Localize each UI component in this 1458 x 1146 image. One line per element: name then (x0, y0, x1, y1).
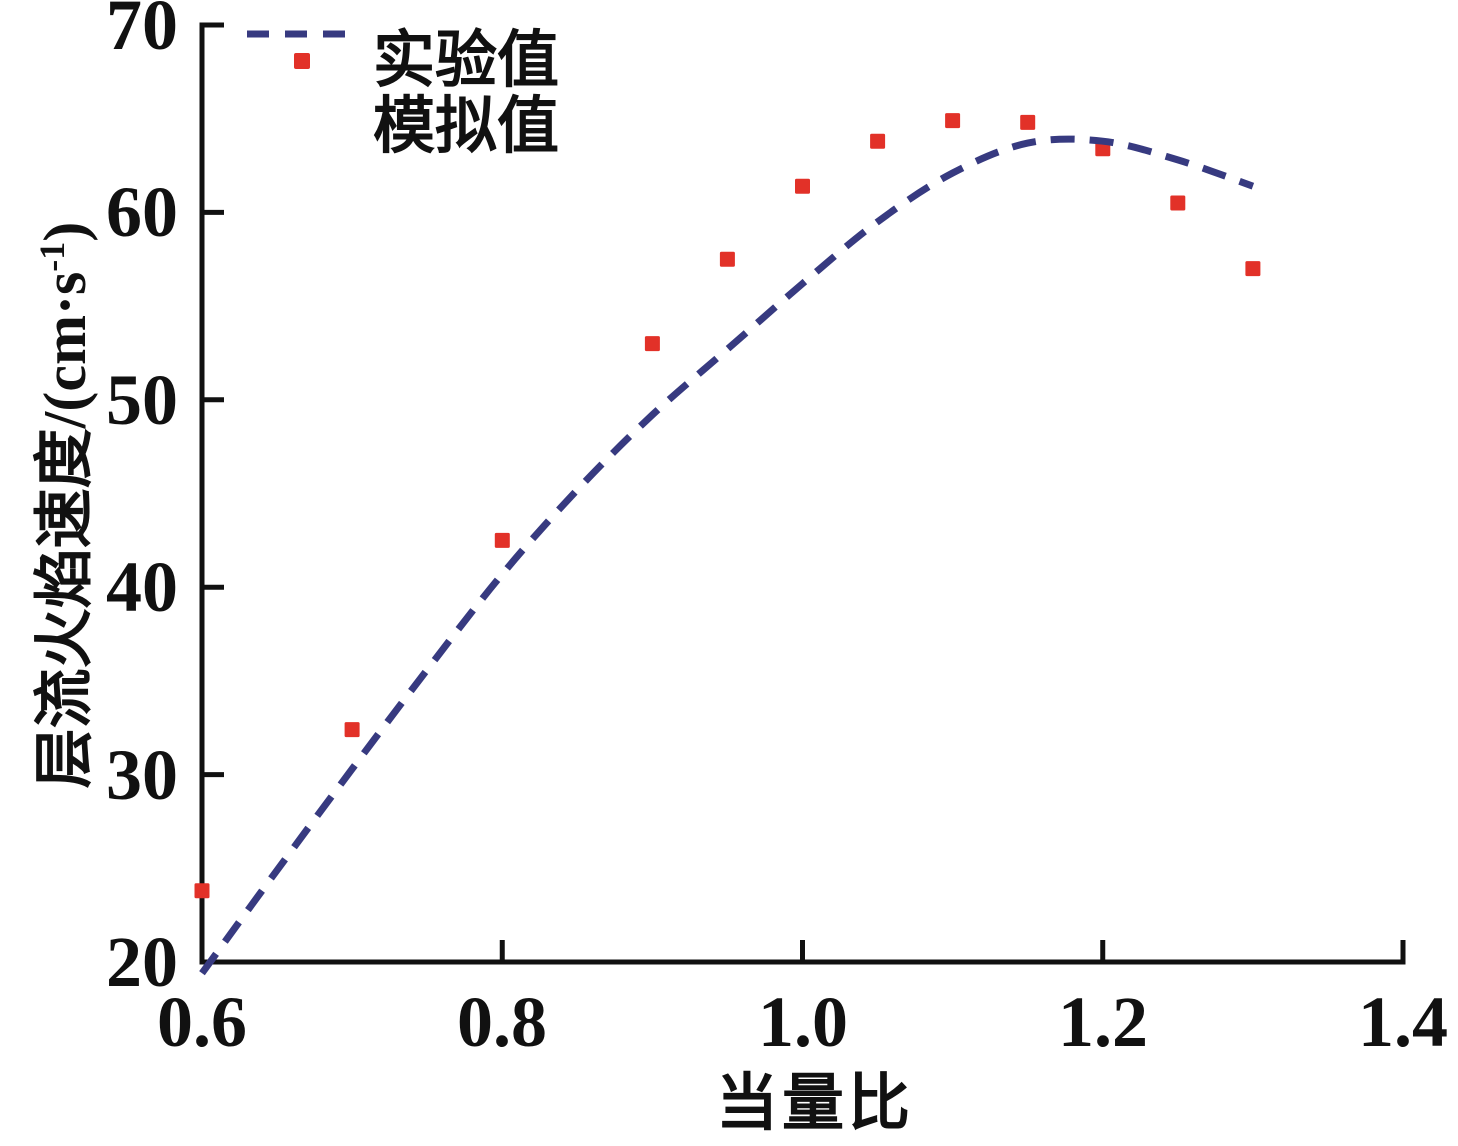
y-tick-label-20: 20 (106, 922, 178, 1002)
simulated-line (199, 135, 1255, 976)
y-axis-title-close: ) (32, 221, 98, 242)
legend-label-simulated: 模拟值 (373, 93, 560, 161)
x-tick-label-1-0: 1.0 (758, 982, 848, 1062)
legend: 实验值 模拟值 (243, 28, 559, 160)
experimental-data-point (194, 883, 210, 899)
experimental-data-point (1245, 261, 1261, 277)
experimental-data-point (1170, 195, 1186, 211)
legend-swatch-experimental (243, 53, 361, 69)
legend-item-experimental: 实验值 (243, 28, 559, 94)
y-tick-label-60: 60 (106, 172, 178, 252)
experimental-data-point (494, 532, 510, 548)
y-axis-title-main: 层流火焰速度/(cm·s (32, 271, 98, 789)
experimental-data-point (945, 113, 961, 129)
experimental-data-point (344, 722, 360, 738)
y-tick-label-30: 30 (106, 735, 178, 815)
x-axis-title: 当量比 (715, 1070, 914, 1138)
y-axis-title-superscript: -1 (32, 241, 72, 272)
dashed-line-icon (247, 30, 357, 38)
legend-label-experimental: 实验值 (373, 27, 560, 95)
experimental-data-point (719, 251, 735, 267)
legend-item-simulated: 模拟值 (243, 30, 560, 161)
y-tick-label-40: 40 (106, 547, 178, 627)
y-tick-label-50: 50 (106, 360, 178, 440)
experimental-data-point (1020, 114, 1036, 130)
red-square-marker-icon (294, 53, 310, 69)
experimental-data-point (644, 336, 660, 352)
x-tick-label-1-2: 1.2 (1058, 982, 1148, 1062)
experimental-data-point (795, 178, 810, 194)
x-tick-label-0-8: 0.8 (457, 982, 547, 1062)
y-axis-title: 层流火焰速度/(cm·s-1) (19, 55, 98, 955)
x-tick-label-0-6: 0.6 (157, 982, 247, 1062)
experimental-data-point (870, 133, 886, 149)
x-tick-label-1-4: 1.4 (1358, 982, 1448, 1062)
y-tick-label-70: 70 (106, 0, 178, 65)
